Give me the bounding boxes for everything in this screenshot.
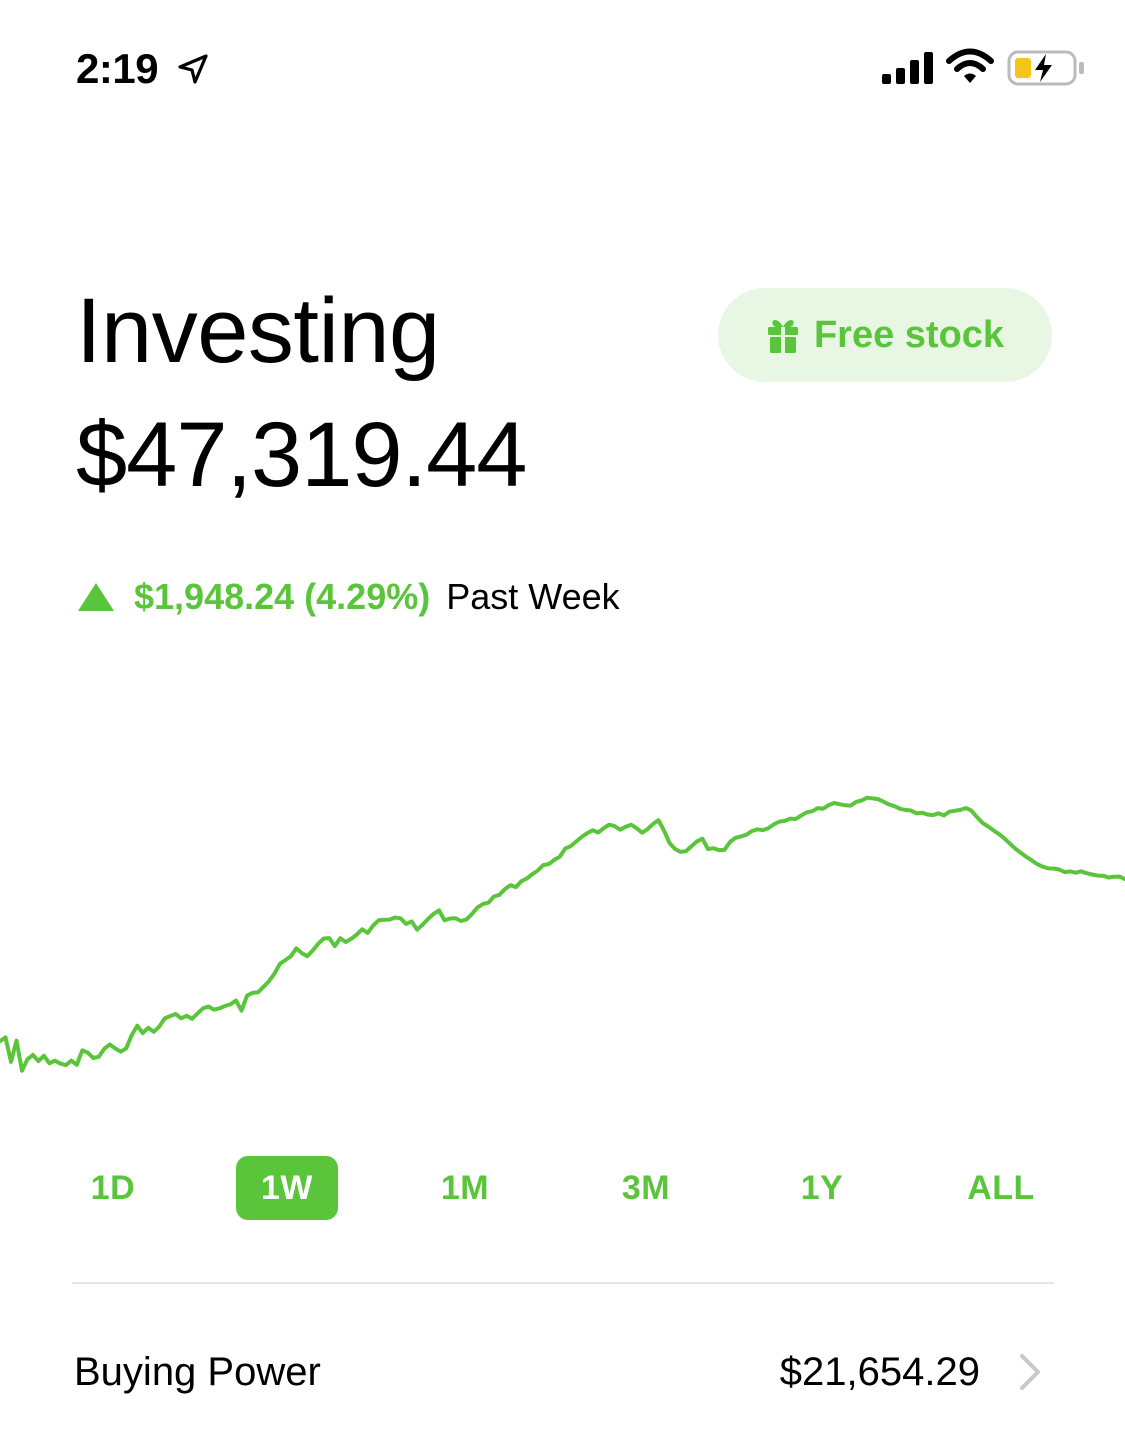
page-title: Investing (76, 280, 440, 382)
buying-power-value: $21,654.29 (779, 1350, 980, 1394)
portfolio-value: $47,319.44 (76, 404, 527, 506)
range-tab-1m[interactable]: 1M (440, 1168, 490, 1207)
change-amount: $1,948.24 (4.29%) (134, 576, 431, 617)
status-time: 2:19 (76, 45, 159, 92)
range-tab-1d[interactable]: 1D (90, 1168, 136, 1207)
range-tab-1y[interactable]: 1Y (800, 1168, 844, 1207)
cellular-signal-icon (882, 52, 933, 84)
change-summary: $1,948.24 (4.29%) Past Week (76, 572, 620, 622)
buying-power-row[interactable]: Buying Power $21,654.29 (72, 1330, 1054, 1414)
gift-icon (767, 320, 798, 353)
time-range-selector: 1D 1W 1M 3M 1Y ALL (0, 1156, 1125, 1222)
chevron-right-icon (1020, 1354, 1040, 1390)
range-tab-all[interactable]: ALL (967, 1168, 1035, 1207)
change-period: Past Week (446, 576, 620, 617)
free-stock-label: Free stock (813, 314, 1005, 356)
battery-charging-icon (1007, 50, 1084, 86)
location-arrow-icon (178, 54, 208, 84)
buying-power-label: Buying Power (74, 1350, 321, 1394)
portfolio-value-line (0, 795, 1125, 1073)
wifi-icon (946, 48, 994, 83)
divider (72, 1282, 1054, 1284)
portfolio-line-chart[interactable] (0, 700, 1125, 1140)
range-tab-3m[interactable]: 3M (621, 1168, 671, 1207)
status-bar: 2:19 (0, 0, 1125, 130)
up-triangle-icon (78, 583, 114, 611)
range-tab-1w[interactable]: 1W (236, 1156, 338, 1220)
free-stock-button[interactable]: Free stock (718, 288, 1052, 382)
